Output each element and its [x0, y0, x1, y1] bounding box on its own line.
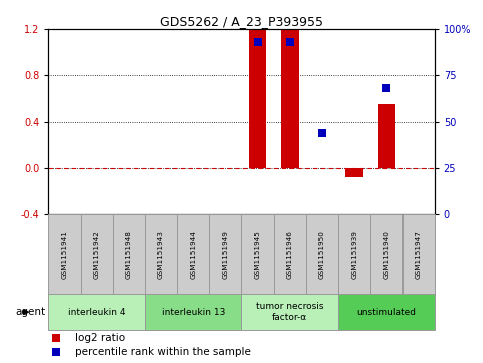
Bar	[145, 214, 177, 294]
Text: GSM1151940: GSM1151940	[384, 230, 389, 278]
Text: GSM1151948: GSM1151948	[126, 230, 132, 278]
Bar	[249, 29, 267, 168]
Text: unstimulated: unstimulated	[356, 308, 416, 317]
Bar	[378, 104, 395, 168]
Bar	[345, 168, 363, 177]
Text: interleukin 13: interleukin 13	[161, 308, 225, 317]
Text: GSM1151941: GSM1151941	[61, 230, 68, 278]
Bar	[274, 214, 306, 294]
Text: agent: agent	[16, 307, 46, 317]
Bar	[338, 294, 435, 330]
Bar	[145, 294, 242, 330]
Bar	[281, 29, 298, 168]
Point	[286, 39, 294, 45]
Bar	[81, 214, 113, 294]
Text: tumor necrosis
factor-α: tumor necrosis factor-α	[256, 302, 324, 322]
Text: GSM1151942: GSM1151942	[94, 230, 99, 278]
Bar	[48, 214, 81, 294]
Text: GSM1151939: GSM1151939	[351, 230, 357, 278]
Text: GSM1151943: GSM1151943	[158, 230, 164, 278]
Point	[254, 39, 261, 45]
Point	[52, 335, 60, 341]
Bar	[242, 214, 274, 294]
Text: percentile rank within the sample: percentile rank within the sample	[75, 347, 251, 357]
Text: GSM1151946: GSM1151946	[287, 230, 293, 278]
Bar	[338, 214, 370, 294]
Point	[318, 130, 326, 136]
Text: GSM1151945: GSM1151945	[255, 230, 261, 278]
Text: log2 ratio: log2 ratio	[75, 334, 126, 343]
Title: GDS5262 / A_23_P393955: GDS5262 / A_23_P393955	[160, 15, 323, 28]
Text: interleukin 4: interleukin 4	[68, 308, 126, 317]
Bar	[370, 214, 402, 294]
Text: GSM1151950: GSM1151950	[319, 230, 325, 278]
Bar	[242, 294, 338, 330]
Text: GSM1151947: GSM1151947	[415, 230, 422, 278]
Bar	[113, 214, 145, 294]
Point	[383, 85, 390, 91]
Bar	[209, 214, 242, 294]
Bar	[306, 214, 338, 294]
Bar	[48, 294, 145, 330]
Point	[52, 349, 60, 355]
Bar	[177, 214, 209, 294]
Text: GSM1151949: GSM1151949	[222, 230, 228, 278]
Text: GSM1151944: GSM1151944	[190, 230, 196, 278]
Bar	[402, 214, 435, 294]
